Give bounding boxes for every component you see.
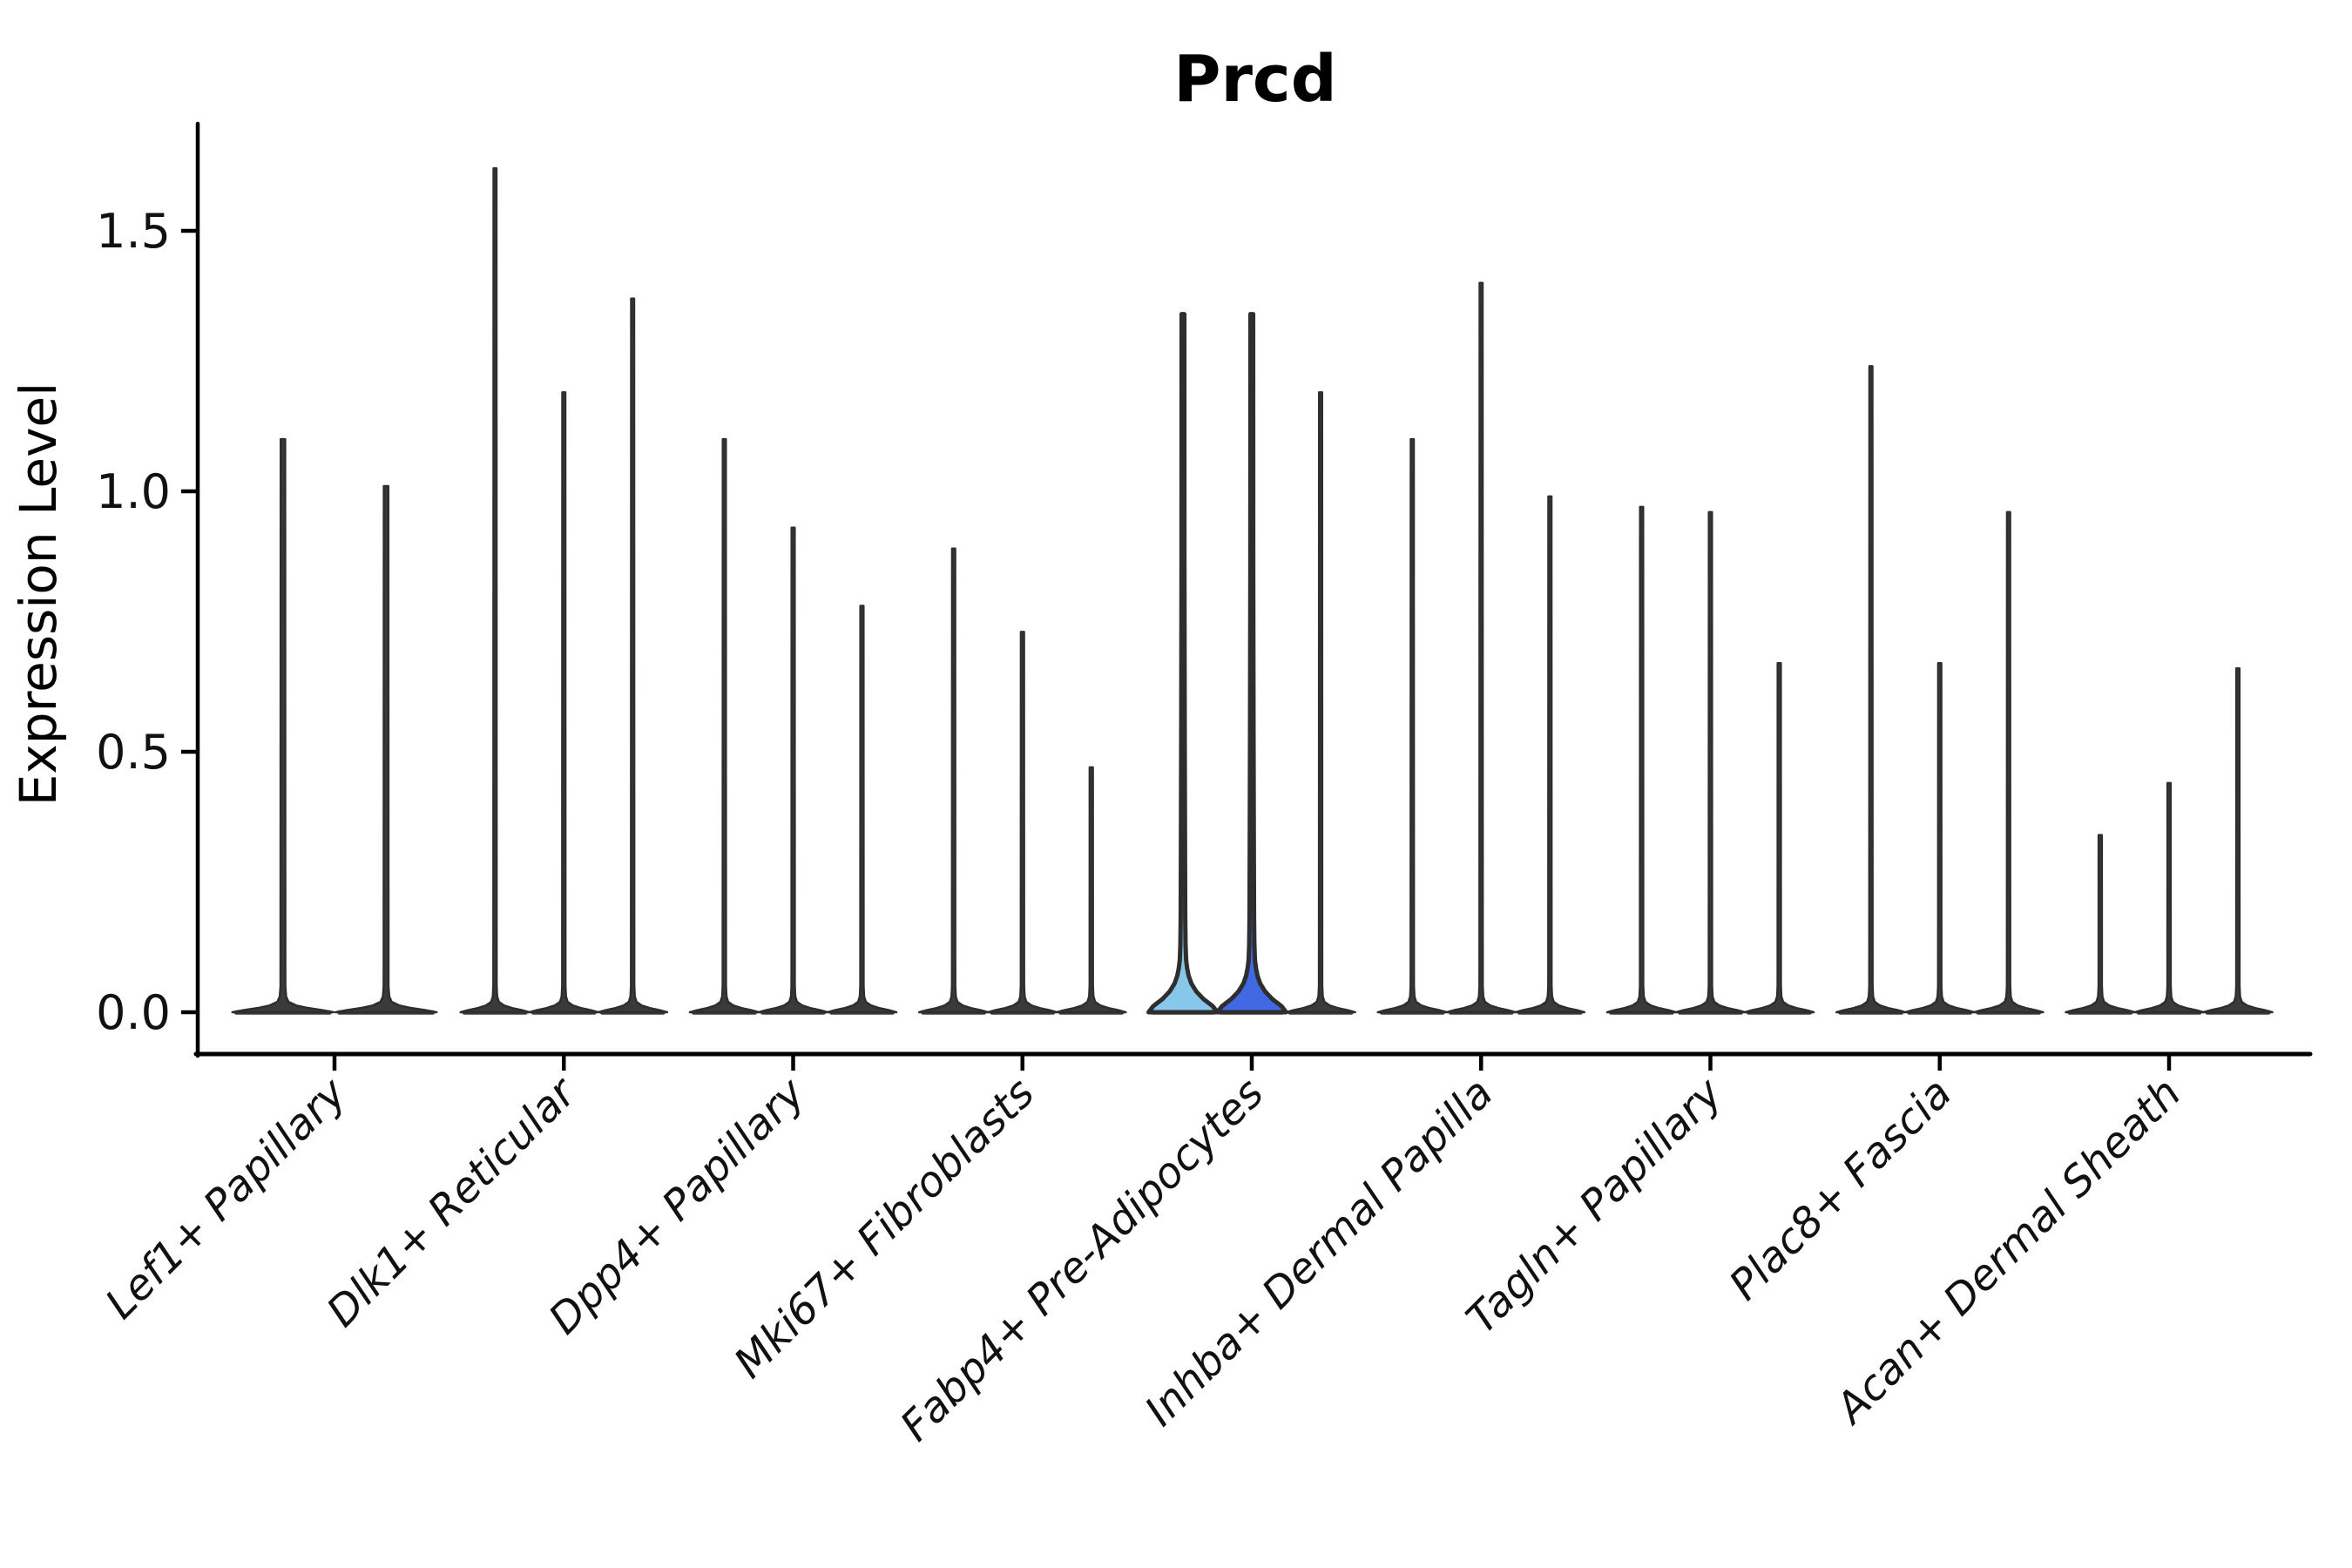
violin: [2133, 781, 2205, 1014]
violin: [1514, 495, 1586, 1014]
x-tick-label: Lef1+ Papillary: [96, 1068, 356, 1328]
violins-layer: [231, 166, 2274, 1015]
violin: [1743, 662, 1815, 1014]
violin: [1972, 510, 2044, 1014]
violin: [1445, 281, 1517, 1014]
violin: [2202, 667, 2274, 1014]
violin: [1376, 437, 1449, 1014]
violin: [2065, 834, 2136, 1014]
violin: [1674, 510, 1747, 1014]
violin: [986, 631, 1058, 1014]
x-tick-label: Dpp4+ Papillary: [539, 1068, 814, 1343]
y-tick-label: 0.5: [96, 725, 171, 780]
violin: [1835, 365, 1907, 1014]
violin: [231, 437, 335, 1014]
y-tick-label: 0.0: [96, 985, 171, 1040]
violin: [528, 391, 600, 1014]
violin: [459, 166, 531, 1014]
y-tick-label: 1.5: [96, 204, 171, 259]
violin-highlighted: [1146, 312, 1220, 1015]
violin: [826, 605, 898, 1014]
violin: [1055, 766, 1127, 1014]
violin: [688, 437, 760, 1014]
violin: [334, 484, 438, 1014]
y-tick-label: 1.0: [96, 464, 171, 519]
violin: [757, 526, 829, 1014]
chart-title: Prcd: [1173, 42, 1337, 117]
x-tick-label: Fabp4+ Pre-Adipocytes: [891, 1069, 1274, 1451]
violin: [597, 297, 669, 1014]
violin: [1285, 391, 1356, 1014]
y-axis-label: Expression Level: [9, 382, 68, 806]
x-tick-label: Plac8+ Fascia: [1720, 1069, 1962, 1310]
violin-highlighted: [1215, 312, 1288, 1015]
violin: [917, 547, 990, 1014]
x-tick-label: Tagln+ Papillary: [1457, 1068, 1733, 1343]
x-tick-label: Dlk1+ Reticular: [318, 1067, 588, 1337]
violin: [1605, 505, 1678, 1014]
violin: [1903, 662, 1976, 1014]
